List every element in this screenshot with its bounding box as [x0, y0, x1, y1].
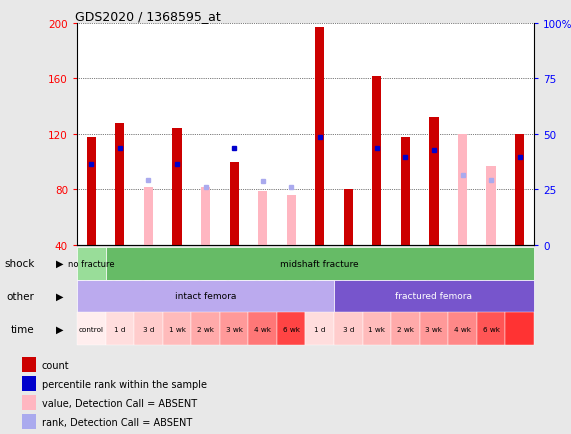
Bar [248, 312, 277, 345]
Bar [401, 137, 410, 245]
Bar [220, 312, 248, 345]
Bar [22, 395, 36, 410]
Bar [334, 280, 534, 312]
Bar [363, 312, 391, 345]
Bar [172, 129, 182, 245]
Bar [315, 28, 324, 245]
Bar [458, 135, 467, 245]
Text: shock: shock [5, 259, 35, 269]
Text: value, Detection Call = ABSENT: value, Detection Call = ABSENT [42, 398, 196, 408]
Bar [115, 123, 124, 245]
Text: fractured femora: fractured femora [396, 292, 472, 301]
Text: 3 d: 3 d [143, 326, 154, 332]
Bar [486, 166, 496, 245]
Text: midshaft fracture: midshaft fracture [280, 259, 359, 268]
Text: 2 wk: 2 wk [197, 326, 214, 332]
Bar [22, 357, 36, 372]
Text: rank, Detection Call = ABSENT: rank, Detection Call = ABSENT [42, 417, 192, 427]
Bar [163, 312, 191, 345]
Text: 1 wk: 1 wk [368, 326, 385, 332]
Bar [429, 118, 439, 245]
Text: 3 wk: 3 wk [226, 326, 243, 332]
Text: 4 wk: 4 wk [254, 326, 271, 332]
Text: count: count [42, 360, 69, 370]
Text: 2 wk: 2 wk [397, 326, 414, 332]
Text: no fracture: no fracture [68, 259, 115, 268]
Text: ▶: ▶ [57, 324, 64, 334]
Bar [22, 414, 36, 429]
Bar [87, 137, 96, 245]
Bar [448, 312, 477, 345]
Text: 1 d: 1 d [114, 326, 126, 332]
Bar [134, 312, 163, 345]
Text: other: other [7, 291, 35, 301]
Text: percentile rank within the sample: percentile rank within the sample [42, 379, 207, 389]
Text: 1 wk: 1 wk [168, 326, 186, 332]
Bar [420, 312, 448, 345]
Text: 1 d: 1 d [314, 326, 325, 332]
Bar [515, 135, 524, 245]
Bar [144, 187, 153, 245]
Bar [305, 312, 334, 345]
Bar [344, 190, 353, 245]
Text: 4 wk: 4 wk [454, 326, 471, 332]
Bar [77, 312, 106, 345]
Text: intact femora: intact femora [175, 292, 236, 301]
Bar [191, 312, 220, 345]
Bar [287, 195, 296, 245]
Bar [277, 312, 305, 345]
Text: control: control [79, 326, 104, 332]
Bar [77, 280, 334, 312]
Text: ▶: ▶ [57, 259, 64, 269]
Bar [106, 312, 134, 345]
Bar [477, 312, 505, 345]
Text: 6 wk: 6 wk [482, 326, 500, 332]
Bar [258, 191, 267, 245]
Bar [230, 162, 239, 245]
Text: 3 wk: 3 wk [425, 326, 443, 332]
Bar [201, 187, 210, 245]
Bar [372, 76, 381, 245]
Bar [505, 312, 534, 345]
Text: 6 wk: 6 wk [283, 326, 300, 332]
Text: ▶: ▶ [57, 291, 64, 301]
Bar [391, 312, 420, 345]
Text: 3 d: 3 d [343, 326, 354, 332]
Text: GDS2020 / 1368595_at: GDS2020 / 1368595_at [75, 10, 220, 23]
Bar [334, 312, 363, 345]
Bar [22, 376, 36, 391]
Bar [77, 247, 106, 280]
Text: time: time [11, 324, 35, 334]
